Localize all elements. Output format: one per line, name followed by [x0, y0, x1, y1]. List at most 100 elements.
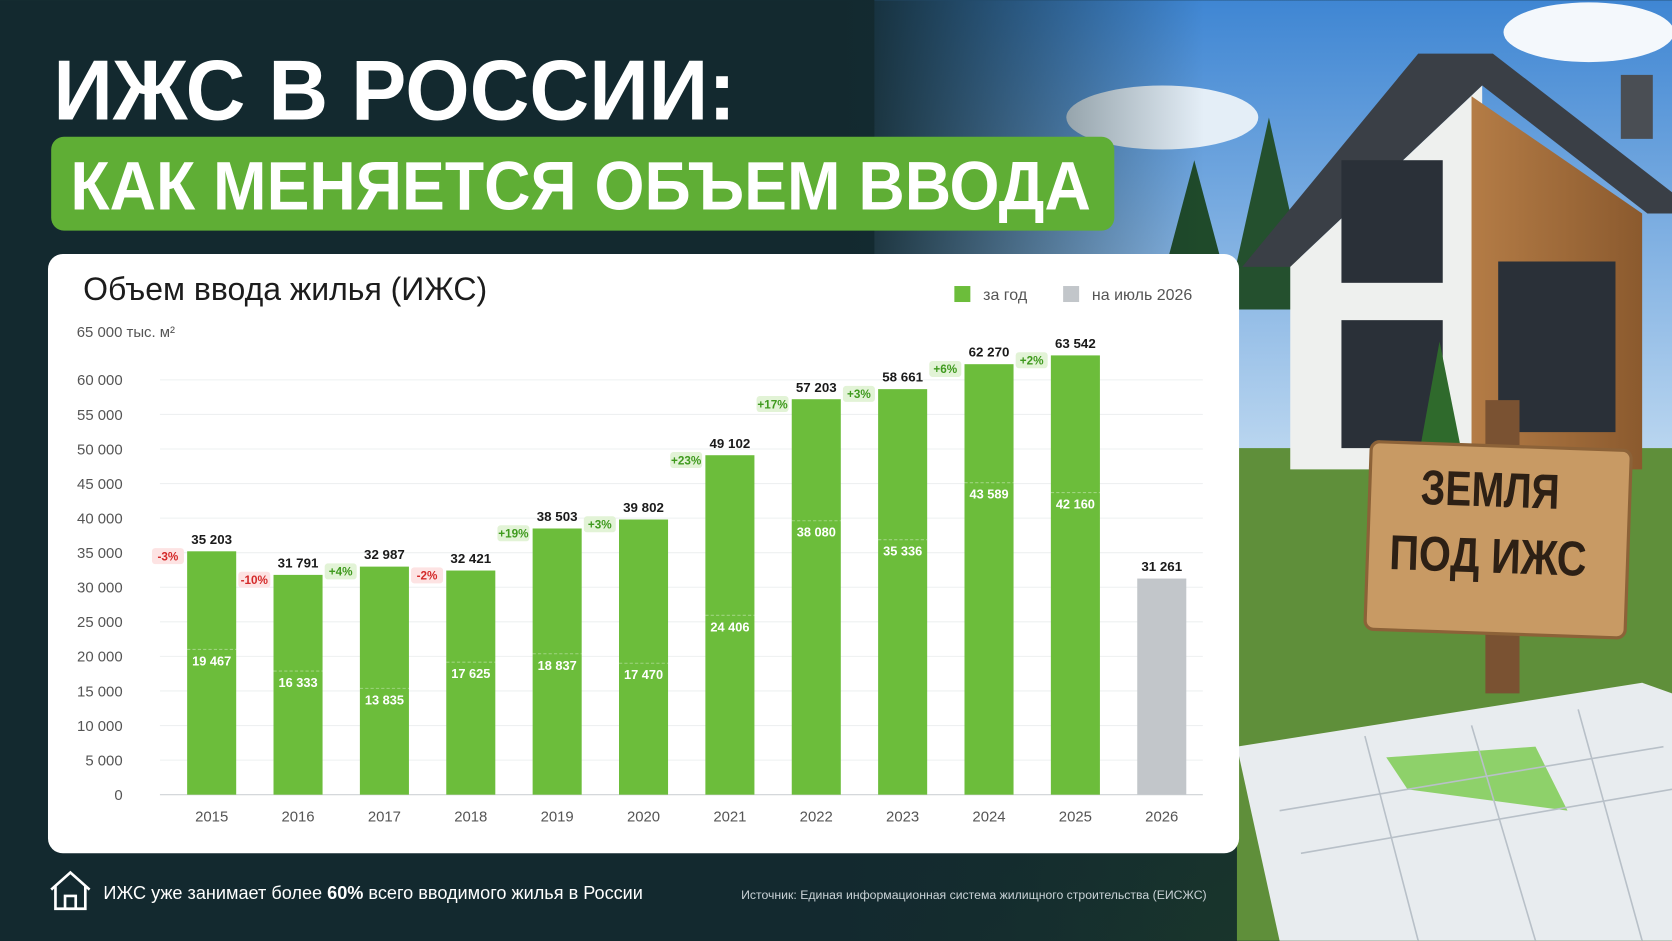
x-tick-label: 2020 — [627, 808, 660, 825]
value-label: 58 661 — [882, 370, 923, 385]
y-tick-label: 40 000 — [77, 510, 123, 527]
footer-note: ИЖС уже занимает более 60% всего вводимо… — [103, 883, 643, 903]
inner-value-label: 42 160 — [1056, 497, 1095, 512]
y-tick-label: 0 — [114, 787, 122, 804]
sign-board — [1363, 440, 1633, 640]
y-tick-label: 30 000 — [77, 580, 123, 597]
y-tick-label: 5 000 — [85, 752, 122, 769]
change-label: +2% — [1020, 354, 1044, 367]
change-pill — [670, 452, 703, 469]
y-tick-label: 25 000 — [77, 614, 123, 631]
icon-body — [54, 886, 87, 911]
y-tick-label: 65 000 тыс. м² — [77, 324, 175, 341]
inner-value-label: 38 080 — [797, 525, 836, 540]
y-tick-label: 50 000 — [77, 441, 123, 458]
sign-text: ЗЕМЛЯ — [1420, 461, 1560, 520]
x-tick-label: 2025 — [1059, 808, 1092, 825]
inner-value-label: 13 835 — [365, 692, 404, 707]
bar — [446, 570, 496, 795]
change-label: +19% — [498, 528, 529, 541]
x-tick-label: 2022 — [800, 808, 833, 825]
legend-label: за год — [983, 287, 1028, 304]
inner-value-label: 16 333 — [278, 675, 317, 690]
value-label: 49 102 — [710, 436, 751, 451]
note-part: ИЖС уже занимает более — [103, 883, 327, 903]
inner-value-label: 19 467 — [192, 653, 231, 668]
inner-value-label: 18 837 — [538, 658, 577, 673]
x-tick-label: 2017 — [368, 808, 401, 825]
y-tick-label: 45 000 — [77, 476, 123, 493]
value-label: 57 203 — [796, 380, 837, 395]
x-tick-label: 2023 — [886, 808, 919, 825]
bar — [791, 399, 841, 795]
change-pill — [929, 360, 962, 377]
value-label: 32 987 — [364, 547, 405, 562]
y-tick-label: 15 000 — [77, 683, 123, 700]
inner-value-label: 17 470 — [624, 667, 663, 682]
change-label: +4% — [329, 566, 353, 579]
value-label: 39 802 — [623, 500, 664, 515]
value-label: 35 203 — [191, 532, 232, 547]
bar — [964, 364, 1014, 795]
change-label: +3% — [847, 388, 871, 401]
change-label: +3% — [588, 519, 612, 532]
change-pill — [324, 563, 357, 580]
change-pill — [497, 525, 530, 542]
bar — [1137, 578, 1187, 795]
sign-text: ПОД ИЖС — [1388, 526, 1587, 587]
change-pill — [238, 571, 271, 588]
x-tick-label: 2018 — [454, 808, 487, 825]
inner-value-label: 35 336 — [883, 544, 922, 559]
y-tick-label: 10 000 — [77, 718, 123, 735]
x-tick-label: 2021 — [713, 808, 746, 825]
change-pill — [151, 548, 184, 565]
value-label: 31 791 — [278, 555, 319, 570]
x-tick-label: 2015 — [195, 808, 228, 825]
legend-swatch — [954, 286, 971, 303]
bar — [619, 519, 669, 795]
value-label: 62 270 — [969, 345, 1010, 360]
value-label: 31 261 — [1141, 559, 1182, 574]
y-tick-label: 60 000 — [77, 372, 123, 389]
inner-value-label: 43 589 — [969, 487, 1008, 502]
inner-value-label: 24 406 — [710, 619, 749, 634]
chart: 0 5 000 10 000 15 000 20 000 25 000 30 000 35 0… — [77, 286, 1203, 825]
note-highlight: 60% — [327, 883, 363, 903]
change-pill — [583, 516, 616, 533]
chart-title: Объем ввода жилья (ИЖС) — [83, 271, 487, 307]
y-tick-label: 55 000 — [77, 407, 123, 424]
bar — [359, 566, 409, 795]
inner-value-label: 17 625 — [451, 666, 490, 681]
bar — [878, 389, 928, 795]
subtitle: КАК МЕНЯЕТСЯ ОБЪЕМ ВВОДА — [70, 148, 1090, 224]
change-pill — [411, 567, 444, 584]
house-icon — [50, 870, 91, 911]
sign: ЗЕМЛЯ ПОД ИЖС — [1363, 440, 1633, 640]
change-label: +23% — [671, 454, 702, 467]
value-label: 38 503 — [537, 509, 578, 524]
bar — [273, 574, 323, 795]
x-tick-label: 2016 — [281, 808, 314, 825]
subtitle-banner — [51, 136, 1115, 231]
y-tick-label: 20 000 — [77, 649, 123, 666]
note-part: всего вводимого жилья в России — [363, 883, 643, 903]
bar — [1050, 355, 1100, 795]
bar — [532, 528, 582, 795]
legend-label: на июль 2026 — [1092, 287, 1192, 304]
change-pill — [1015, 352, 1048, 369]
change-pill — [756, 396, 789, 413]
change-pill — [842, 385, 875, 402]
value-label: 63 542 — [1055, 336, 1096, 351]
x-tick-label: 2024 — [972, 808, 1005, 825]
x-tick-label: 2026 — [1145, 808, 1178, 825]
bar — [705, 455, 755, 795]
legend-swatch — [1063, 286, 1080, 303]
title: ИЖС В РОССИИ: — [53, 44, 735, 139]
x-tick-label: 2019 — [541, 808, 574, 825]
bar — [187, 551, 237, 795]
icon-roof — [50, 870, 91, 891]
change-label: +6% — [933, 363, 957, 376]
y-tick-label: 35 000 — [77, 545, 123, 562]
